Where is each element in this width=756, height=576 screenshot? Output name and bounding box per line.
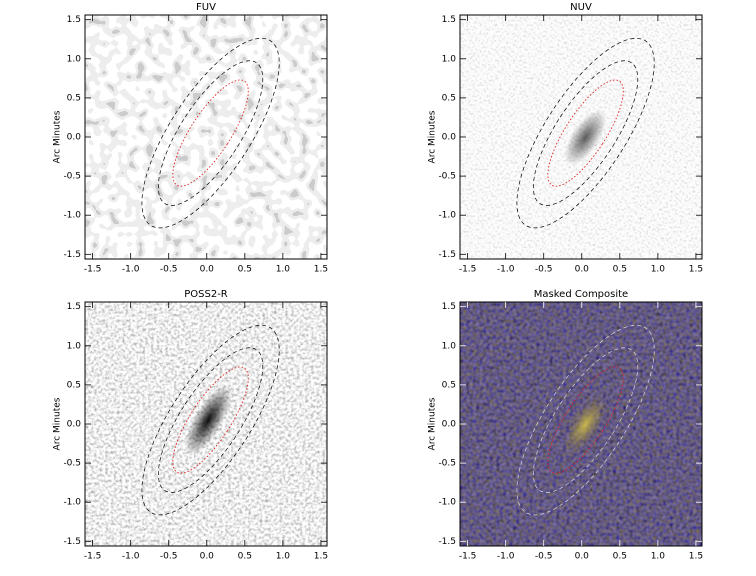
x-tick-label: 1.5 <box>314 552 328 562</box>
panel-title: FUV <box>196 2 216 13</box>
y-tick-label: 1.0 <box>67 54 82 64</box>
y-tick-label: 1.0 <box>442 341 457 351</box>
x-tick-label: 0.0 <box>200 552 215 562</box>
y-tick-label: 0.0 <box>442 420 457 430</box>
outer-aperture-inner <box>158 60 264 206</box>
x-tick-label: 1.5 <box>314 265 328 275</box>
y-tick-label: -1.5 <box>438 250 456 260</box>
y-tick-label: -1.5 <box>63 537 81 547</box>
x-tick-label: -0.5 <box>160 552 178 562</box>
y-tick-label: -0.5 <box>63 172 81 182</box>
x-tick-label: -1.5 <box>84 552 102 562</box>
y-tick-label: 1.5 <box>442 302 456 312</box>
y-axis-label: Arc Minutes <box>428 397 438 450</box>
y-tick-label: -1.5 <box>438 537 456 547</box>
x-tick-label: 1.0 <box>651 265 666 275</box>
y-tick-label: -1.0 <box>438 211 456 221</box>
galaxy-aperture <box>172 366 249 474</box>
outer-aperture <box>141 324 280 516</box>
panel-title: NUV <box>570 2 592 13</box>
outer-aperture <box>141 37 280 229</box>
x-tick-label: 1.5 <box>689 552 703 562</box>
y-tick-label: -0.5 <box>63 459 81 469</box>
y-tick-label: 0.5 <box>442 93 456 103</box>
y-tick-label: 0.0 <box>442 133 457 143</box>
y-tick-label: -1.0 <box>63 211 81 221</box>
galaxy <box>184 384 232 456</box>
y-tick-label: 1.5 <box>442 15 456 25</box>
y-tick-label: 1.5 <box>67 15 81 25</box>
x-tick-label: 1.0 <box>276 552 291 562</box>
x-tick-label: 0.0 <box>575 265 590 275</box>
outer-aperture <box>516 324 655 516</box>
y-tick-label: 0.5 <box>442 380 456 390</box>
x-tick-label: -1.5 <box>459 265 477 275</box>
x-tick-label: 0.5 <box>613 552 627 562</box>
y-tick-label: -0.5 <box>438 172 456 182</box>
x-tick-label: -0.5 <box>535 552 553 562</box>
x-tick-label: -1.0 <box>497 552 515 562</box>
x-tick-label: 0.5 <box>238 552 252 562</box>
y-tick-label: 1.0 <box>67 341 82 351</box>
galaxy <box>564 109 607 166</box>
x-tick-label: 1.0 <box>651 552 666 562</box>
x-tick-label: -0.5 <box>535 265 553 275</box>
image-noise <box>85 15 327 259</box>
y-tick-label: -1.5 <box>63 250 81 260</box>
galaxy-aperture <box>547 366 624 474</box>
y-tick-label: 1.0 <box>442 54 457 64</box>
y-tick-label: 0.5 <box>67 380 81 390</box>
x-tick-label: 1.0 <box>276 265 291 275</box>
galaxy-aperture <box>172 79 249 187</box>
x-tick-label: -1.0 <box>497 265 515 275</box>
outer-aperture-inner <box>533 347 639 493</box>
panel: NUV Arc Minutes -1.5 -1.0 -0.5 0.0 0.5 1.0 1.5 -1… <box>428 2 704 275</box>
y-axis-label: Arc Minutes <box>53 397 63 450</box>
x-tick-label: -1.0 <box>122 552 140 562</box>
y-axis-label: Arc Minutes <box>53 110 63 163</box>
outer-aperture <box>516 37 655 229</box>
y-tick-label: 0.0 <box>67 133 82 143</box>
x-tick-label: 0.0 <box>200 265 215 275</box>
y-tick-label: 0.0 <box>67 420 82 430</box>
y-tick-label: -1.0 <box>63 498 81 508</box>
panel-title: POSS2-R <box>184 289 228 300</box>
y-tick-label: 0.5 <box>67 93 81 103</box>
x-tick-label: -1.5 <box>84 265 102 275</box>
panel: Masked Composite Arc Minutes -1.5 -1.0 -0.5 0… <box>428 289 704 562</box>
panel: POSS2-R Arc Minutes -1.5 -1.0 -0.5 0.0 0.5 1.0 1… <box>53 289 329 562</box>
galaxy-aperture <box>547 79 624 187</box>
y-axis-label: Arc Minutes <box>428 110 438 163</box>
y-tick-label: -0.5 <box>438 459 456 469</box>
x-tick-label: 0.0 <box>575 552 590 562</box>
x-tick-label: 0.5 <box>613 265 627 275</box>
x-tick-label: -1.0 <box>122 265 140 275</box>
x-tick-label: -1.5 <box>459 552 477 562</box>
x-tick-label: -0.5 <box>160 265 178 275</box>
x-tick-label: 1.5 <box>689 265 703 275</box>
galaxy <box>563 395 608 455</box>
y-tick-label: -1.0 <box>438 498 456 508</box>
y-tick-label: 1.5 <box>67 302 81 312</box>
outer-aperture-inner <box>533 60 639 206</box>
panel: FUV Arc Minutes -1.5 -1.0 -0.5 0.0 0.5 1.0 1.5 -1… <box>53 2 329 275</box>
outer-aperture-inner <box>158 347 264 493</box>
x-tick-label: 0.5 <box>238 265 252 275</box>
panel-title: Masked Composite <box>534 289 628 300</box>
